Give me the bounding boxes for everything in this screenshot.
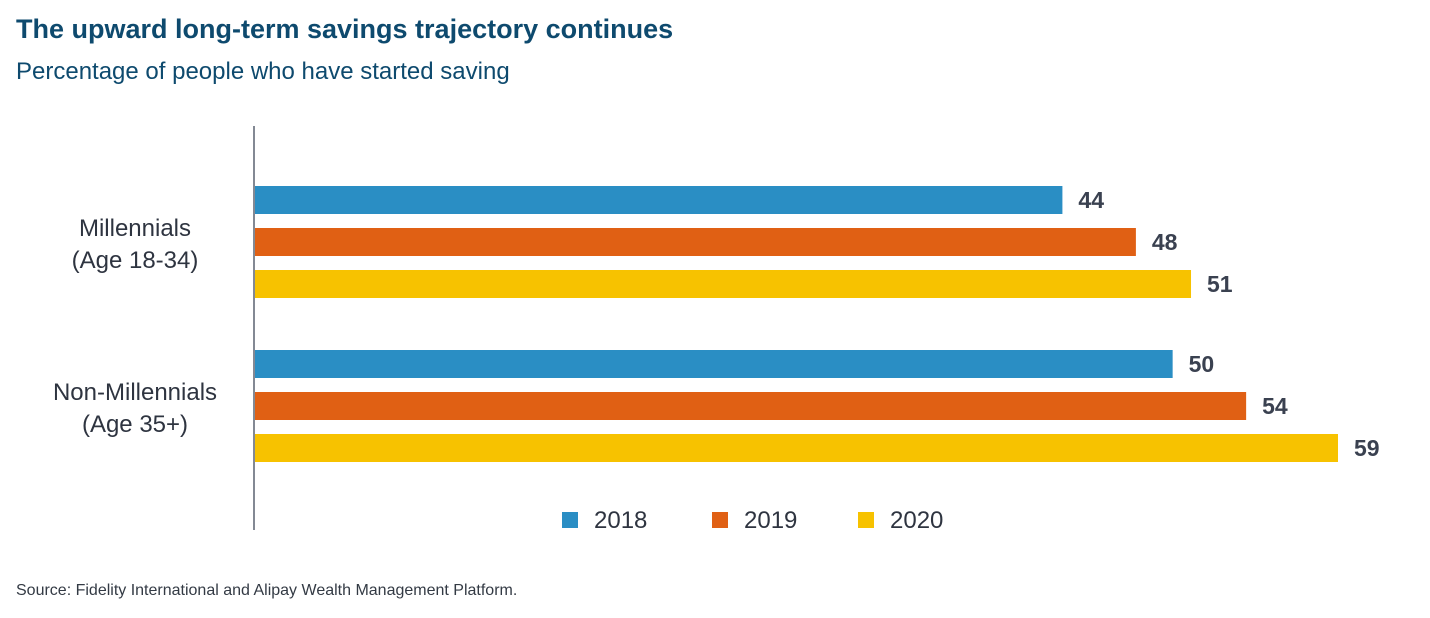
- category-label-line1: Millennials: [79, 215, 191, 242]
- bar-2019: [255, 392, 1247, 420]
- data-label: 54: [1262, 393, 1288, 419]
- category-labels: Millennials (Age 18-34) Non-Millennials (Ag…: [53, 215, 217, 438]
- data-label: 59: [1354, 435, 1380, 461]
- legend-label: 2020: [890, 507, 943, 534]
- legend-swatch-2019: [712, 512, 728, 528]
- category-label-line2: (Age 18-34): [72, 247, 199, 274]
- legend-label: 2018: [594, 507, 647, 534]
- category-label-line1: Non-Millennials: [53, 379, 217, 406]
- legend: 2018 2019 2020: [562, 507, 943, 534]
- bar-2020: [255, 270, 1192, 298]
- chart-title: The upward long-term savings trajectory …: [16, 14, 674, 44]
- source-note: Source: Fidelity International and Alipa…: [16, 582, 518, 599]
- bar-2019: [255, 228, 1136, 256]
- chart-subtitle: Percentage of people who have started sa…: [16, 58, 510, 85]
- category-label-line2: (Age 35+): [82, 411, 188, 438]
- legend-swatch-2020: [858, 512, 874, 528]
- category-label: Millennials (Age 18-34): [72, 215, 199, 274]
- value-labels: 44 48 51 50 54 59: [1078, 187, 1379, 461]
- legend-swatch-2018: [562, 512, 578, 528]
- bar-2020: [255, 434, 1338, 462]
- data-label: 48: [1152, 229, 1178, 255]
- bar-2018: [255, 186, 1063, 214]
- data-label: 44: [1078, 187, 1104, 213]
- bar-2018: [255, 350, 1173, 378]
- bars: [255, 186, 1338, 462]
- legend-label: 2019: [744, 507, 797, 534]
- category-label: Non-Millennials (Age 35+): [53, 379, 217, 438]
- data-label: 50: [1189, 351, 1215, 377]
- data-label: 51: [1207, 271, 1233, 297]
